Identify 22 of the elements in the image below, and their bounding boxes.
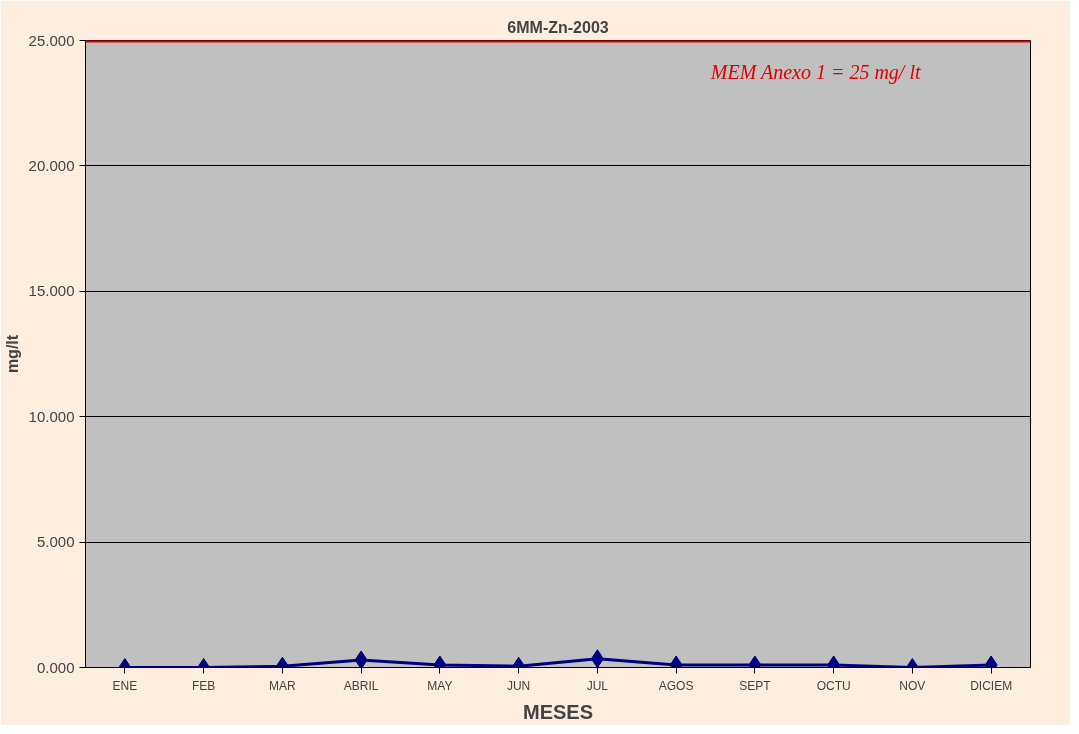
y-tick-label: 25.000 xyxy=(28,31,75,49)
chart-title: 6MM-Zn-2003 xyxy=(507,18,609,36)
x-tick-label: JUL xyxy=(586,678,609,693)
x-tick-label: NOV xyxy=(899,678,926,693)
x-tick-label: AGOS xyxy=(658,678,694,693)
x-tick-label: MAR xyxy=(269,678,297,693)
x-tick-label: MAY xyxy=(427,678,453,693)
x-tick-label: OCTU xyxy=(816,678,851,693)
y-axis-title: mg/lt xyxy=(3,334,21,374)
ref-line-label: MEM Anexo 1 = 25 mg/ lt xyxy=(709,60,921,84)
x-tick-label: FEB xyxy=(191,678,216,693)
y-tick-label: 10.000 xyxy=(28,407,75,425)
x-tick-label: ABRIL xyxy=(343,678,379,693)
x-tick-label: JUN xyxy=(506,678,531,693)
y-tick-label: 0.000 xyxy=(36,658,75,676)
x-tick-label: SEPT xyxy=(739,678,772,693)
y-tick-label: 20.000 xyxy=(28,156,75,174)
x-tick-label: ENE xyxy=(112,678,138,693)
y-tick-label: 15.000 xyxy=(28,282,75,300)
x-axis-title: MESES xyxy=(522,700,594,723)
x-tick-label: DICIEM xyxy=(970,678,1013,693)
y-tick-label: 5.000 xyxy=(36,533,75,551)
